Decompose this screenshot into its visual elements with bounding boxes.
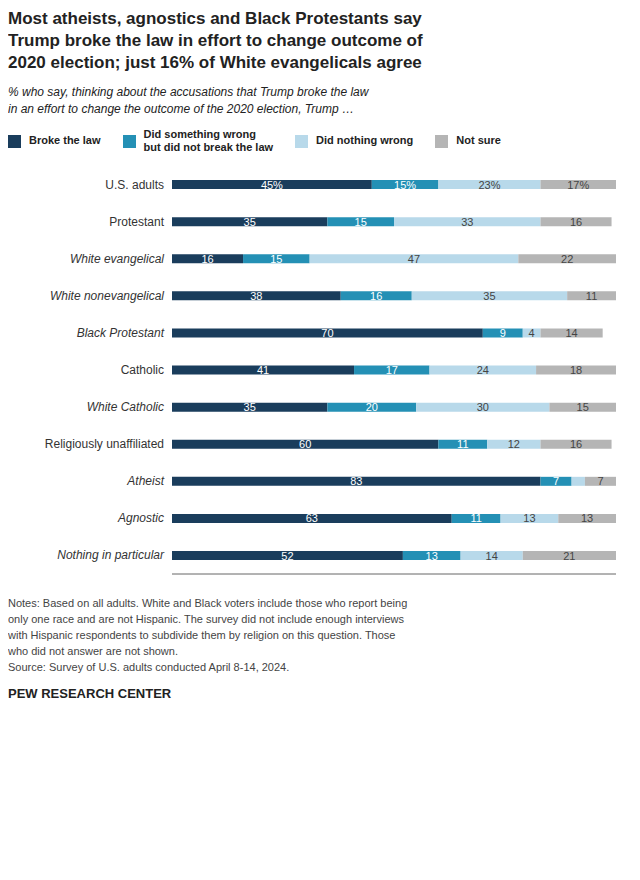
svg-text:White nonevangelical: White nonevangelical — [50, 289, 164, 303]
svg-text:7: 7 — [553, 476, 559, 488]
svg-text:U.S. adults: U.S. adults — [105, 178, 164, 192]
svg-text:20: 20 — [366, 401, 378, 413]
svg-text:52: 52 — [281, 550, 293, 562]
svg-text:30: 30 — [477, 401, 489, 413]
svg-text:Atheist: Atheist — [126, 475, 164, 489]
html-text:who did not answer are not sho: who did not answer are not shown. — [8, 645, 178, 658]
svg-text:14: 14 — [565, 327, 577, 339]
svg-text:Black Protestant: Black Protestant — [77, 326, 165, 340]
html-text:Broke the law: Broke the law — [29, 134, 101, 147]
svg-text:17%: 17% — [567, 179, 589, 191]
html-text:2020 election; just 16% of Whi: 2020 election; just 16% of White evangel… — [8, 53, 422, 73]
svg-text:60: 60 — [299, 438, 311, 450]
svg-text:13: 13 — [426, 550, 438, 562]
svg-text:White Catholic: White Catholic — [87, 400, 164, 414]
svg-text:9: 9 — [500, 327, 506, 339]
svg-text:7: 7 — [597, 476, 603, 488]
svg-text:15: 15 — [577, 401, 589, 413]
svg-text:35: 35 — [244, 401, 256, 413]
html-text:but did not break the law: but did not break the law — [143, 141, 274, 154]
svg-text:24: 24 — [477, 364, 489, 376]
svg-text:63: 63 — [306, 513, 318, 525]
html-text:Did something wrong: Did something wrong — [143, 127, 256, 140]
svg-text:White evangelical: White evangelical — [70, 252, 164, 266]
html-text:Notes: Based on all adults. Wh: Notes: Based on all adults. White and Bl… — [8, 597, 408, 610]
svg-text:Catholic: Catholic — [121, 363, 164, 377]
svg-text:4: 4 — [529, 327, 535, 339]
svg-text:23%: 23% — [478, 179, 500, 191]
html-text:Trump broke the law in effort: Trump broke the law in effort to change … — [8, 31, 423, 51]
html-text:Not sure: Not sure — [456, 134, 501, 147]
svg-text:Religiously unaffiliated: Religiously unaffiliated — [45, 437, 164, 451]
html-text:PEW RESEARCH CENTER: PEW RESEARCH CENTER — [8, 685, 172, 701]
html-text:only one race and are not Hisp: only one race and are not Hispanic. The … — [8, 613, 404, 626]
svg-text:21: 21 — [563, 550, 575, 562]
svg-text:83: 83 — [350, 476, 362, 488]
svg-text:35: 35 — [483, 290, 495, 302]
svg-text:15: 15 — [270, 253, 282, 265]
svg-text:Protestant: Protestant — [109, 215, 164, 229]
html-text:% who say, thinking about the: % who say, thinking about the accusation… — [8, 85, 369, 100]
svg-text:11: 11 — [586, 290, 597, 302]
svg-text:35: 35 — [244, 216, 256, 228]
html-text:in an effort to change the out: in an effort to change the outcome of th… — [8, 102, 354, 117]
svg-text:18: 18 — [570, 364, 582, 376]
svg-text:16: 16 — [370, 290, 382, 302]
svg-text:11: 11 — [470, 513, 481, 525]
svg-text:47: 47 — [408, 253, 420, 265]
svg-text:22: 22 — [561, 253, 573, 265]
svg-text:33: 33 — [461, 216, 473, 228]
svg-text:38: 38 — [250, 290, 262, 302]
svg-text:16: 16 — [570, 216, 582, 228]
svg-text:12: 12 — [508, 438, 520, 450]
html-text:Most atheists, agnostics and B: Most atheists, agnostics and Black Prote… — [8, 9, 422, 28]
svg-text:15: 15 — [355, 216, 367, 228]
svg-text:41: 41 — [257, 364, 269, 376]
svg-text:13: 13 — [523, 513, 535, 525]
svg-text:11: 11 — [457, 438, 468, 450]
html-text:Did nothing wrong: Did nothing wrong — [316, 134, 414, 147]
svg-text:16: 16 — [570, 438, 582, 450]
html-text:Source: Survey of U.S. adults: Source: Survey of U.S. adults conducted … — [8, 661, 290, 673]
svg-text:16: 16 — [201, 253, 213, 265]
svg-text:13: 13 — [581, 513, 593, 525]
svg-text:Nothing in particular: Nothing in particular — [57, 549, 165, 563]
svg-text:17: 17 — [386, 364, 398, 376]
svg-text:14: 14 — [486, 550, 498, 562]
svg-text:70: 70 — [321, 327, 333, 339]
html-text:with Hispanic respondents to s: with Hispanic respondents to subdivide t… — [8, 629, 396, 642]
svg-text:45%: 45% — [261, 179, 283, 191]
svg-text:Agnostic: Agnostic — [117, 512, 164, 526]
svg-text:15%: 15% — [394, 179, 416, 191]
